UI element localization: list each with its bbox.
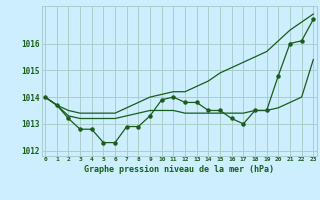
X-axis label: Graphe pression niveau de la mer (hPa): Graphe pression niveau de la mer (hPa) bbox=[84, 165, 274, 174]
